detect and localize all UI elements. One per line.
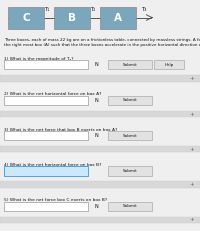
Bar (0, 75, 200, 82)
Text: Submit: Submit (123, 98, 137, 103)
Text: N: N (94, 133, 98, 138)
Text: N: N (94, 62, 98, 67)
Text: Submit: Submit (123, 204, 137, 208)
Text: 4) What is the net horizontal force on box B?: 4) What is the net horizontal force on b… (4, 163, 102, 167)
Text: T₂: T₂ (90, 7, 96, 12)
Bar (0, 111, 200, 117)
Text: +: + (190, 182, 194, 187)
Bar (54, 6, 90, 28)
Text: 1) What is the magnitude of T₃?: 1) What is the magnitude of T₃? (4, 57, 74, 61)
Bar (0, 181, 200, 188)
Text: B: B (68, 12, 76, 23)
Bar (108, 166, 152, 176)
Bar (100, 6, 136, 28)
Text: 5) What is the net force box C exerts on box B?: 5) What is the net force box C exerts on… (4, 198, 107, 202)
Bar (0, 146, 200, 152)
Text: T₁: T₁ (44, 7, 50, 12)
Text: +: + (190, 147, 194, 152)
Text: C: C (22, 12, 30, 23)
Bar (4, 166, 88, 176)
Text: T₃: T₃ (141, 7, 147, 12)
Text: Submit: Submit (123, 63, 137, 67)
Text: N: N (94, 98, 98, 103)
Bar (4, 131, 88, 140)
Text: +: + (190, 112, 194, 117)
Text: Help: Help (164, 63, 174, 67)
Text: Submit: Submit (123, 134, 137, 138)
Bar (108, 60, 152, 69)
Text: Three boxes, each of mass 22 kg are on a frictionless table, connected by massle: Three boxes, each of mass 22 kg are on a… (4, 38, 200, 47)
Text: 3) What is the net force that box B exerts on box A?: 3) What is the net force that box B exer… (4, 128, 117, 131)
Text: +: + (190, 217, 194, 222)
Bar (0, 217, 200, 223)
Bar (4, 96, 88, 105)
Bar (108, 131, 152, 140)
Text: +: + (190, 76, 194, 81)
Text: Submit: Submit (123, 169, 137, 173)
Bar (154, 60, 184, 69)
Text: N: N (94, 204, 98, 209)
Bar (4, 202, 88, 211)
Text: A: A (114, 12, 122, 23)
Bar (4, 60, 88, 69)
Bar (8, 6, 44, 28)
Text: 2) What is the net horizontal force on box A?: 2) What is the net horizontal force on b… (4, 92, 102, 96)
Bar (108, 96, 152, 105)
Bar (108, 202, 152, 211)
